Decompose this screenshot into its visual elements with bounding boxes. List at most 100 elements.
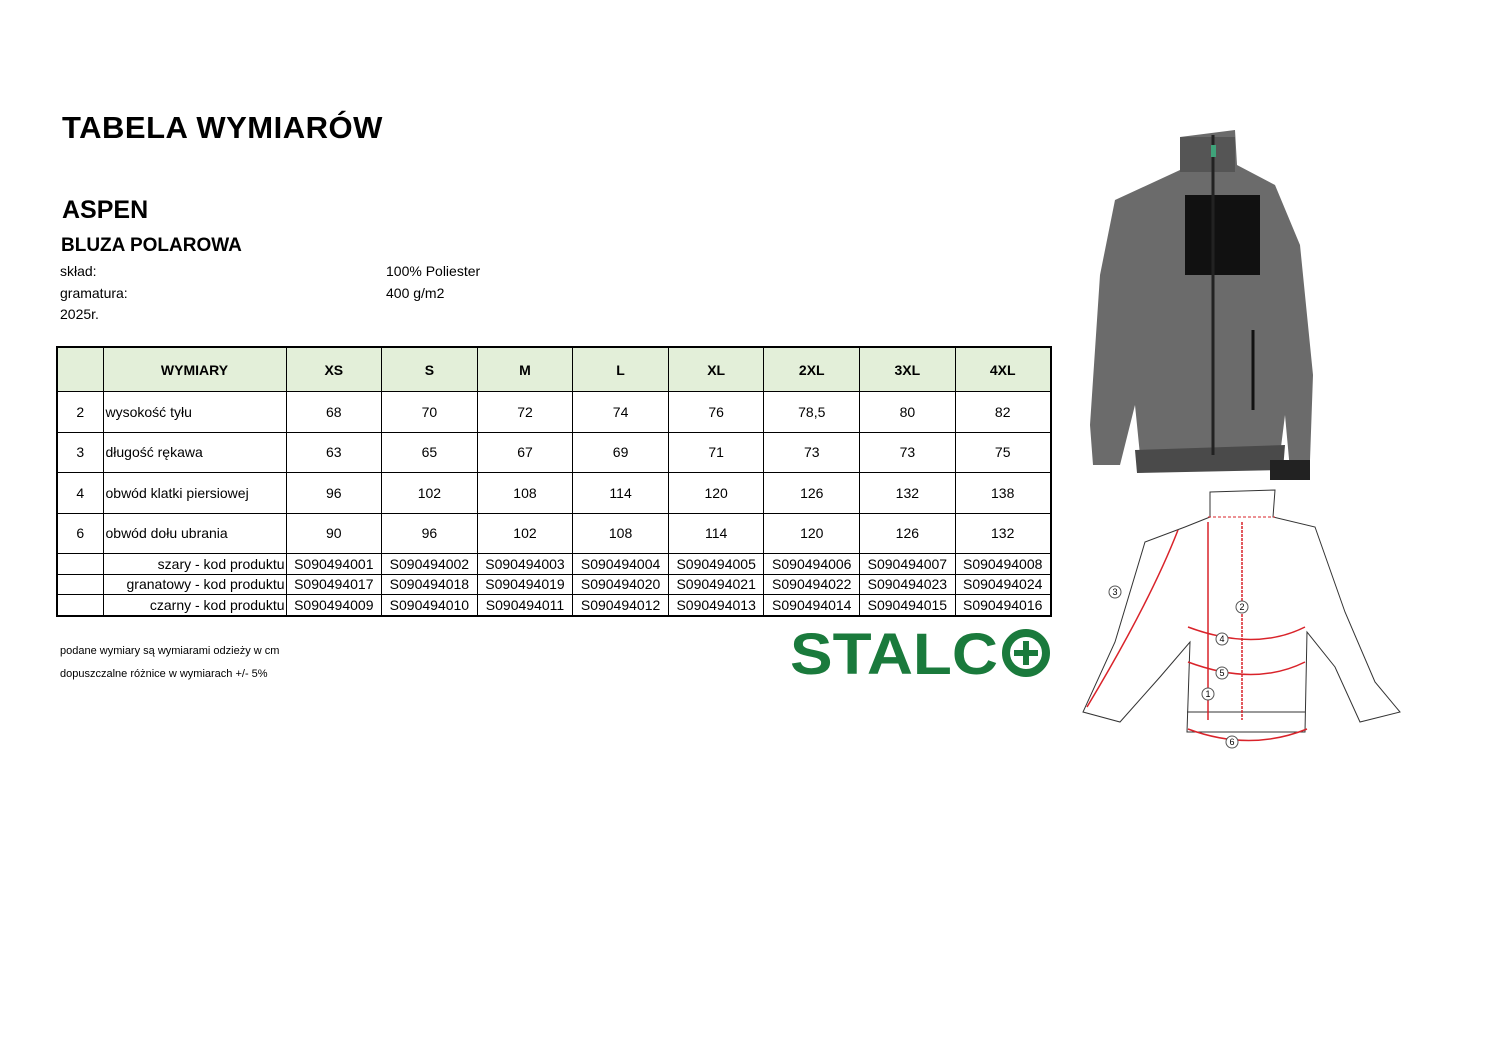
row-number: 3 xyxy=(56,431,104,473)
table-cell: 90 xyxy=(285,512,383,554)
table-cell: 114 xyxy=(667,512,765,554)
stalco-logo: STALC xyxy=(790,628,1050,680)
note-tolerance: dopuszczalne różnice w wymiarach +/- 5% xyxy=(60,668,268,680)
table-cell: 70 xyxy=(381,391,478,433)
diagram-label-4: 4 xyxy=(1219,634,1224,644)
product-code-cell: S090494018 xyxy=(381,573,478,595)
header-size-4xl: 4XL xyxy=(954,346,1052,392)
diagram-label-2: 2 xyxy=(1239,602,1244,612)
table-cell: 114 xyxy=(572,472,669,514)
row-label: wysokość tyłu xyxy=(102,391,287,433)
diagram-label-3: 3 xyxy=(1112,587,1117,597)
table-cell: 78,5 xyxy=(763,391,861,433)
product-code-cell: S090494017 xyxy=(285,573,383,595)
meta-label-composition: skład: xyxy=(60,263,97,279)
table-cell: 120 xyxy=(763,512,861,554)
product-name: ASPEN xyxy=(62,196,149,224)
product-code-cell: S090494014 xyxy=(763,594,861,616)
header-empty xyxy=(56,346,104,392)
header-size-m: M xyxy=(476,346,574,392)
empty-cell xyxy=(56,573,104,595)
diagram-label-5: 5 xyxy=(1219,668,1224,678)
product-code-cell: S090494009 xyxy=(285,594,383,616)
table-cell: 73 xyxy=(859,431,956,473)
table-cell: 126 xyxy=(859,512,956,554)
table-cell: 108 xyxy=(572,512,669,554)
product-code-cell: S090494012 xyxy=(572,594,669,616)
size-table: WYMIARY XS S M L XL 2XL 3XL 4XL 2 wysokość tyłu 6… xyxy=(56,346,1052,617)
product-code-cell: S090494010 xyxy=(381,594,478,616)
product-code-cell: S090494022 xyxy=(763,573,861,595)
row-label: długość rękawa xyxy=(102,431,287,473)
table-row: 6 obwód dołu ubrania 90 96 102 108 114 120 126 13… xyxy=(56,512,1052,554)
row-number: 4 xyxy=(56,472,104,514)
header-size-l: L xyxy=(572,346,669,392)
table-cell: 73 xyxy=(763,431,861,473)
product-code-cell: S090494001 xyxy=(285,553,383,575)
table-cell: 120 xyxy=(667,472,765,514)
product-code-cell: S090494006 xyxy=(763,553,861,575)
meta-value-composition: 100% Poliester xyxy=(386,263,481,279)
table-cell: 108 xyxy=(476,472,574,514)
product-code-cell: S090494008 xyxy=(954,553,1052,575)
code-row-label: granatowy - kod produktu xyxy=(102,573,287,595)
row-number: 6 xyxy=(56,512,104,554)
product-code-cell: S090494019 xyxy=(476,573,574,595)
diagram-label-1: 1 xyxy=(1205,689,1210,699)
table-row: 4 obwód klatki piersiowej 96 102 108 114 120 12… xyxy=(56,472,1052,514)
table-cell: 102 xyxy=(476,512,574,554)
page-title: TABELA WYMIARÓW xyxy=(62,110,383,145)
code-row-label: szary - kod produktu xyxy=(102,553,287,575)
table-cell: 69 xyxy=(572,431,669,473)
product-code-cell: S090494023 xyxy=(859,573,956,595)
table-row: 3 długość rękawa 63 65 67 69 71 73 73 75 xyxy=(56,431,1052,473)
header-size-3xl: 3XL xyxy=(859,346,956,392)
table-cell: 80 xyxy=(859,391,956,433)
table-header-row: WYMIARY XS S M L XL 2XL 3XL 4XL xyxy=(56,346,1052,392)
meta-value-weight: 400 g/m2 xyxy=(386,285,445,301)
product-code-row: granatowy - kod produktu S090494017 S09049… xyxy=(56,573,1052,595)
product-code-cell: S090494002 xyxy=(381,553,478,575)
product-code-cell: S090494003 xyxy=(476,553,574,575)
table-cell: 96 xyxy=(285,472,383,514)
header-size-2xl: 2XL xyxy=(763,346,861,392)
table-cell: 132 xyxy=(859,472,956,514)
table-cell: 102 xyxy=(381,472,478,514)
table-cell: 68 xyxy=(285,391,383,433)
table-cell: 63 xyxy=(285,431,383,473)
code-row-label: czarny - kod produktu xyxy=(102,594,287,616)
svg-text:STALC: STALC xyxy=(790,628,998,680)
table-cell: 138 xyxy=(954,472,1052,514)
header-wymiary: WYMIARY xyxy=(102,346,287,392)
header-size-s: S xyxy=(381,346,478,392)
product-code-cell: S090494024 xyxy=(954,573,1052,595)
meta-year: 2025r. xyxy=(60,306,99,322)
product-code-cell: S090494015 xyxy=(859,594,956,616)
product-code-cell: S090494007 xyxy=(859,553,956,575)
row-label: obwód klatki piersiowej xyxy=(102,472,287,514)
diagram-label-6: 6 xyxy=(1229,737,1234,747)
table-cell: 72 xyxy=(476,391,574,433)
meta-label-weight: gramatura: xyxy=(60,285,128,301)
table-cell: 132 xyxy=(954,512,1052,554)
empty-cell xyxy=(56,553,104,575)
product-code-cell: S090494004 xyxy=(572,553,669,575)
table-cell: 67 xyxy=(476,431,574,473)
product-subtitle: BLUZA POLAROWA xyxy=(61,235,242,256)
measurement-diagram: 1 2 3 4 5 6 xyxy=(1082,489,1401,749)
jacket-photo xyxy=(1090,130,1313,480)
table-row: 2 wysokość tyłu 68 70 72 74 76 78,5 80 82 xyxy=(56,391,1052,433)
header-size-xl: XL xyxy=(667,346,765,392)
table-cell: 126 xyxy=(763,472,861,514)
table-cell: 76 xyxy=(667,391,765,433)
table-cell: 74 xyxy=(572,391,669,433)
product-code-row: szary - kod produktu S090494001 S090494002… xyxy=(56,553,1052,575)
table-cell: 75 xyxy=(954,431,1052,473)
product-code-cell: S090494005 xyxy=(667,553,765,575)
table-cell: 82 xyxy=(954,391,1052,433)
product-code-row: czarny - kod produktu S090494009 S09049401… xyxy=(56,594,1052,616)
empty-cell xyxy=(56,594,104,616)
table-cell: 96 xyxy=(381,512,478,554)
product-code-cell: S090494011 xyxy=(476,594,574,616)
